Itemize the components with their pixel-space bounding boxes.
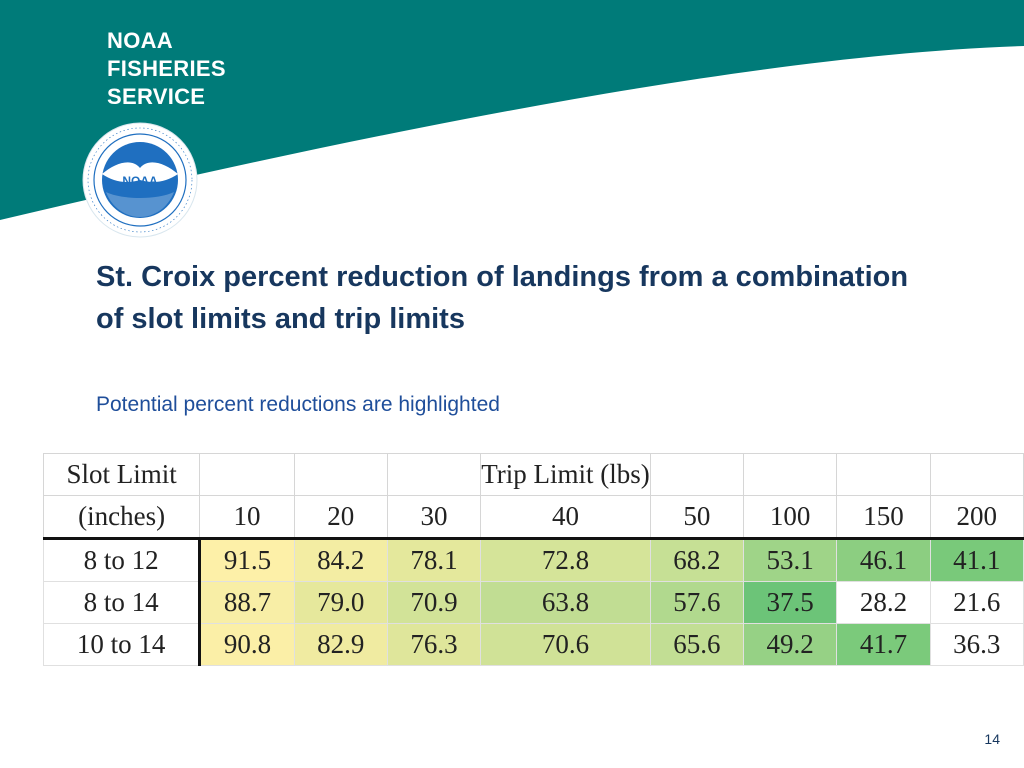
- table-cell: 53.1: [743, 537, 838, 582]
- page-number: 14: [984, 731, 1000, 747]
- table-cell: 91.5: [199, 537, 295, 582]
- row-label: 8 to 12: [42, 537, 202, 582]
- table-row: 8 to 14 88.7 79.0 70.9 63.8 57.6 37.5 28…: [42, 581, 1024, 624]
- page-subtitle: Potential percent reductions are highlig…: [96, 393, 500, 416]
- trip-limit-header: Trip Limit (lbs): [480, 453, 651, 496]
- table-cell: 37.5: [743, 581, 838, 624]
- column-header: 100: [743, 495, 838, 539]
- column-header: 10: [199, 495, 295, 539]
- org-line: FISHERIES: [107, 56, 226, 81]
- column-header: 40: [480, 495, 651, 539]
- table-cell: 76.3: [386, 623, 482, 666]
- table-row: 8 to 12 91.5 84.2 78.1 72.8 68.2 53.1 46…: [42, 537, 1024, 582]
- column-header: 150: [836, 495, 931, 539]
- table-cell: 41.7: [836, 623, 931, 666]
- row-header-unit: (inches): [42, 495, 201, 539]
- table-cell: 88.7: [199, 581, 295, 624]
- table-cell: 84.2: [293, 537, 388, 582]
- reduction-table: Slot Limit Trip Limit (lbs) (inches) 10 …: [42, 453, 1024, 666]
- column-header: 50: [649, 495, 745, 539]
- org-line: NOAA: [107, 28, 173, 53]
- logo-wordmark: NOAA: [122, 174, 158, 188]
- table-cell: 21.6: [929, 581, 1024, 624]
- row-header-label: Slot Limit: [42, 453, 201, 496]
- column-header: 20: [293, 495, 388, 539]
- table-cell: 68.2: [649, 537, 745, 582]
- column-header: 30: [386, 495, 482, 539]
- org-line: SERVICE: [107, 84, 206, 109]
- table-cell: 72.8: [480, 537, 651, 582]
- header-banner: [0, 0, 1024, 220]
- row-label: 8 to 14: [42, 581, 202, 624]
- table-row: 10 to 14 90.8 82.9 76.3 70.6 65.6 49.2 4…: [42, 623, 1024, 666]
- table-cell: 78.1: [386, 537, 482, 582]
- table-cell: 36.3: [929, 623, 1024, 666]
- table-cell: 57.6: [649, 581, 745, 624]
- table-cell: 41.1: [929, 537, 1024, 582]
- table-cell: 49.2: [743, 623, 838, 666]
- row-label: 10 to 14: [42, 623, 202, 666]
- table-cell: 65.6: [649, 623, 745, 666]
- column-header: 200: [929, 495, 1024, 539]
- table-cell: 46.1: [836, 537, 931, 582]
- noaa-seal-icon: NOAA: [82, 122, 198, 238]
- table-cell: 28.2: [836, 581, 931, 624]
- banner-wave: [0, 0, 1024, 220]
- table-cell: 63.8: [480, 581, 651, 624]
- table-cell: 79.0: [293, 581, 388, 624]
- table-cell: 82.9: [293, 623, 388, 666]
- table-cell: 70.6: [480, 623, 651, 666]
- table-cell: 90.8: [199, 623, 295, 666]
- page-title: St. Croix percent reduction of landings …: [96, 261, 909, 335]
- org-name: NOAA FISHERIES SERVICE: [107, 27, 226, 111]
- table-cell: 70.9: [386, 581, 482, 624]
